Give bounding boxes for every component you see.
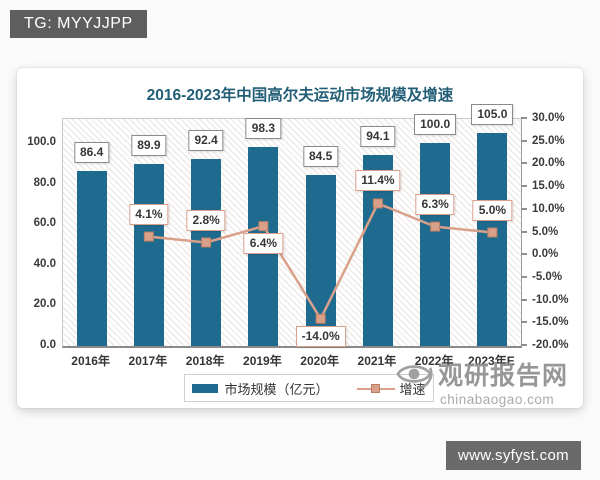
site-url-badge: www.syfyst.com <box>446 441 581 470</box>
bar-value-label: 94.1 <box>360 126 396 147</box>
y2-axis-tick-label: 0.0% <box>532 248 559 261</box>
bar-value-label: 100.0 <box>414 114 457 135</box>
x-axis-label: 2017年 <box>128 354 168 368</box>
bar <box>76 171 107 346</box>
y-axis-tick-label: 40.0 <box>33 257 56 270</box>
growth-line <box>143 198 498 324</box>
bar <box>477 133 508 346</box>
x-axis-label: 2020年 <box>300 354 339 368</box>
axis-tick-mark <box>521 253 527 256</box>
legend-item-growth: 增速 <box>356 379 426 398</box>
bar <box>191 159 222 346</box>
x-axis-label: 2023年E <box>468 354 515 368</box>
bar-value-label: 105.0 <box>471 104 514 125</box>
axis-tick-mark <box>521 139 527 142</box>
legend-line-label: 增速 <box>399 381 426 397</box>
growth-value-label: 5.0% <box>472 199 513 221</box>
y-axis-tick-label: 80.0 <box>33 176 56 189</box>
growth-value-label: 2.8% <box>186 209 226 231</box>
growth-value-label: 11.4% <box>355 170 401 192</box>
x-axis-label: 2018年 <box>185 354 225 368</box>
chart-title: 2016-2023年中国高尔夫运动市场规模及增速 <box>146 87 454 104</box>
axis-tick-mark <box>521 230 527 233</box>
bar <box>133 164 164 346</box>
y2-axis-tick-label: 10.0% <box>532 202 565 215</box>
plot-area: 86.4 89.9 92.4 98.3 84.5 94.1 100.0 105.0 4.1% 2.… <box>62 104 522 348</box>
y2-axis-tick-label: 5.0% <box>532 225 559 238</box>
x-axis-label: 2021年 <box>357 354 397 368</box>
growth-value-label: 6.3% <box>415 193 455 215</box>
legend-item-market-size: 市场规模（亿元） <box>192 379 329 398</box>
axis-tick-mark <box>521 321 527 324</box>
y2-axis-tick-label: 30.0% <box>532 112 565 124</box>
bar-swatch-icon <box>192 383 219 393</box>
bar-value-label: 84.5 <box>302 146 339 167</box>
axis-tick-mark <box>521 344 527 346</box>
y-axis-tick-label: 100.0 <box>27 136 56 149</box>
y2-axis-tick-label: -5.0% <box>532 270 563 283</box>
x-axis-label: 2022年 <box>414 354 454 368</box>
watermark-site-domain: chinabaogao.com <box>440 392 555 407</box>
y-axis-tick-label: 60.0 <box>33 217 56 230</box>
tg-watermark-badge: TG: MYYJJPP <box>10 10 147 38</box>
line-swatch-icon <box>356 383 395 393</box>
y2-axis-tick-label: 20.0% <box>532 157 565 170</box>
bar-value-label: 92.4 <box>188 130 224 151</box>
y2-axis-tick-label: -15.0% <box>532 316 569 329</box>
y2-axis-tick-label: -10.0% <box>532 293 569 306</box>
x-axis-label: 2019年 <box>243 354 282 368</box>
x-axis-label: 2016年 <box>71 354 110 368</box>
bar-value-label: 86.4 <box>73 142 110 163</box>
growth-value-label: 6.4% <box>243 233 284 255</box>
axis-tick-mark <box>521 162 527 165</box>
axis-tick-mark <box>521 298 527 301</box>
axis-tick-mark <box>521 185 527 188</box>
axis-tick-mark <box>521 207 527 210</box>
growth-value-label: -14.0% <box>295 325 346 347</box>
bar-value-label: 89.9 <box>131 135 167 156</box>
y2-axis-tick-label: 15.0% <box>532 180 565 193</box>
y-axis-tick-label: 20.0 <box>33 298 56 311</box>
watermark: 观研报告网 chinabaogao.com <box>394 356 568 407</box>
y2-axis-tick-label: -20.0% <box>532 339 569 351</box>
axis-tick-mark <box>521 117 527 119</box>
legend-bar-label: 市场规模（亿元） <box>224 381 329 397</box>
legend: 市场规模（亿元） 增速 <box>184 374 434 402</box>
y2-axis-tick-label: 25.0% <box>532 134 565 147</box>
axis-tick-mark <box>521 275 527 278</box>
watermark-site-name: 观研报告网 <box>438 362 569 390</box>
eye-icon <box>396 365 433 390</box>
growth-value-label: 4.1% <box>129 203 169 225</box>
y-axis-tick-label: 0.0 <box>40 339 56 351</box>
bar-value-label: 98.3 <box>245 118 282 139</box>
bar <box>420 143 451 346</box>
